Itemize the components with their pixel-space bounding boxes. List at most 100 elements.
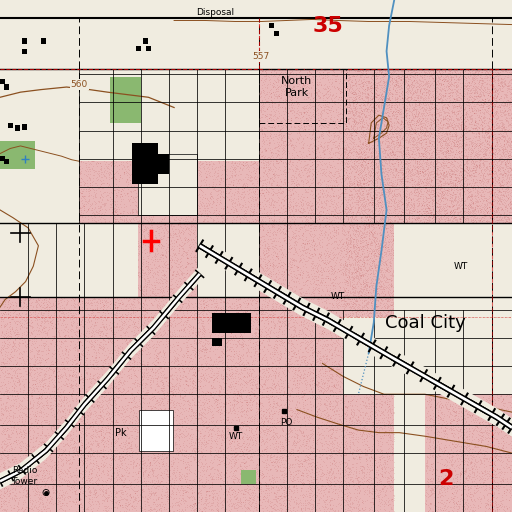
- Point: [336, 420, 344, 428]
- Point: [142, 116, 151, 124]
- Point: [303, 496, 311, 504]
- Point: [424, 216, 433, 224]
- Point: [158, 498, 166, 506]
- Point: [88, 163, 96, 172]
- Point: [290, 182, 298, 190]
- Point: [208, 463, 217, 471]
- Point: [32, 434, 40, 442]
- Point: [463, 124, 471, 132]
- Point: [258, 137, 266, 145]
- Point: [453, 81, 461, 90]
- Point: [186, 457, 195, 465]
- Point: [257, 102, 265, 111]
- Point: [174, 306, 182, 314]
- Point: [83, 86, 91, 94]
- Point: [500, 483, 508, 492]
- Point: [245, 376, 253, 384]
- Point: [422, 101, 430, 110]
- Point: [314, 193, 322, 201]
- Point: [150, 469, 158, 477]
- Point: [369, 135, 377, 143]
- Point: [441, 477, 450, 485]
- Point: [251, 347, 260, 355]
- Point: [489, 473, 498, 481]
- Point: [317, 80, 326, 89]
- Point: [0, 491, 4, 499]
- Point: [437, 161, 445, 169]
- Point: [339, 477, 347, 485]
- Point: [11, 346, 19, 354]
- Point: [292, 350, 300, 358]
- Point: [411, 143, 419, 152]
- Point: [183, 250, 191, 258]
- Point: [378, 131, 386, 139]
- Point: [343, 241, 351, 249]
- Point: [188, 342, 196, 350]
- Point: [82, 411, 91, 419]
- Point: [331, 131, 339, 139]
- Point: [381, 180, 389, 188]
- Point: [284, 395, 292, 403]
- Point: [317, 354, 326, 362]
- Point: [108, 252, 116, 261]
- Point: [168, 300, 177, 308]
- Point: [456, 286, 464, 294]
- Point: [496, 312, 504, 321]
- Point: [456, 397, 464, 406]
- Point: [352, 194, 360, 202]
- Point: [356, 66, 364, 74]
- Point: [292, 309, 301, 317]
- Point: [497, 224, 505, 232]
- Point: [432, 291, 440, 300]
- Point: [152, 480, 160, 488]
- Point: [15, 402, 23, 410]
- Point: [429, 198, 437, 206]
- Point: [141, 346, 149, 354]
- Point: [218, 161, 226, 169]
- Point: [494, 238, 502, 246]
- Point: [160, 386, 168, 394]
- Point: [441, 217, 449, 225]
- Point: [388, 146, 396, 155]
- Point: [34, 466, 42, 474]
- Point: [357, 214, 365, 222]
- Point: [325, 381, 333, 389]
- Point: [293, 264, 302, 272]
- Point: [458, 184, 466, 193]
- Point: [209, 240, 218, 248]
- Point: [233, 503, 242, 511]
- Point: [362, 101, 371, 110]
- Point: [368, 431, 376, 439]
- Point: [350, 418, 358, 426]
- Point: [2, 362, 10, 371]
- Point: [440, 161, 449, 169]
- Point: [465, 210, 473, 219]
- Point: [123, 151, 132, 159]
- Point: [358, 285, 367, 293]
- Point: [26, 494, 34, 502]
- Point: [290, 376, 298, 384]
- Point: [298, 387, 306, 395]
- Point: [457, 91, 465, 99]
- Point: [76, 500, 84, 508]
- Point: [353, 274, 361, 282]
- Point: [98, 179, 106, 187]
- Point: [178, 270, 186, 279]
- Point: [115, 306, 123, 314]
- Point: [436, 69, 444, 77]
- Point: [82, 463, 91, 472]
- Point: [226, 283, 234, 291]
- Point: [86, 179, 94, 187]
- Point: [454, 302, 462, 310]
- Point: [271, 409, 279, 417]
- Point: [426, 396, 435, 404]
- Point: [413, 282, 421, 290]
- Point: [492, 193, 500, 201]
- Point: [0, 437, 8, 445]
- Point: [189, 199, 198, 207]
- Point: [447, 446, 455, 454]
- Point: [2, 402, 10, 410]
- Point: [242, 400, 250, 408]
- Point: [235, 502, 243, 510]
- Point: [257, 373, 265, 381]
